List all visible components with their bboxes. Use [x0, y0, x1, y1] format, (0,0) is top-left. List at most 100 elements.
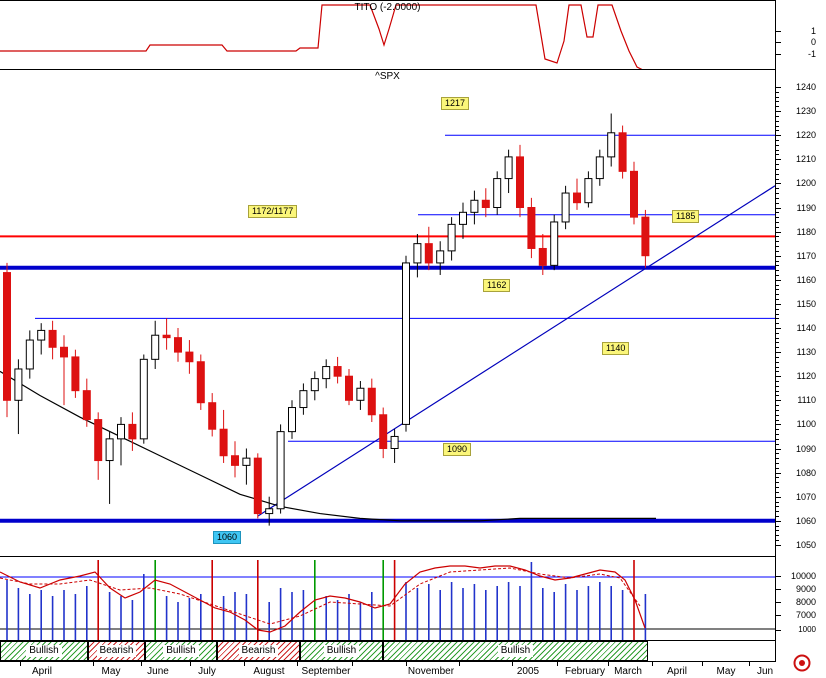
candle-body[interactable] — [253, 457, 262, 515]
candle-body[interactable] — [299, 390, 308, 409]
candle-body[interactable] — [470, 199, 479, 213]
indicator-plot[interactable] — [0, 1, 775, 69]
month-label: June — [147, 666, 169, 677]
candle-body[interactable] — [196, 361, 205, 404]
candle-body[interactable] — [550, 221, 559, 266]
candle-body[interactable] — [117, 423, 125, 440]
candle-body[interactable] — [162, 334, 171, 339]
price-tick — [776, 419, 779, 421]
candle-body[interactable] — [447, 223, 456, 252]
price-tick-label: 1110 — [797, 395, 816, 406]
price-tick — [776, 395, 779, 397]
candle-body[interactable] — [14, 368, 23, 401]
candle-body[interactable] — [641, 216, 650, 257]
ascending-trendline[interactable] — [257, 185, 775, 517]
candle-body[interactable] — [60, 346, 68, 358]
volume-ma-dashed-line[interactable] — [0, 567, 641, 625]
candle-body[interactable] — [516, 156, 524, 208]
price-tick-label: 1130 — [796, 347, 816, 358]
candle-body[interactable] — [618, 132, 627, 172]
price-tick — [776, 472, 781, 474]
moving-average-line[interactable] — [0, 370, 656, 522]
price-tick-label: 1070 — [795, 491, 816, 502]
price-tick — [776, 299, 779, 301]
x-axis-tick — [297, 662, 298, 666]
candle-body[interactable] — [310, 378, 319, 392]
price-tick — [776, 361, 779, 363]
candle-body[interactable] — [242, 457, 251, 466]
price-tick-label: 1140 — [796, 323, 816, 333]
candle-body[interactable] — [424, 243, 433, 264]
candle-body[interactable] — [356, 387, 365, 401]
price-tick-label: 1170 — [796, 250, 816, 261]
candle-body[interactable] — [561, 192, 570, 223]
price-tick — [776, 274, 779, 276]
price-tick — [776, 313, 779, 315]
candle-body[interactable] — [322, 366, 331, 380]
candle-body[interactable] — [459, 211, 467, 225]
price-tick — [776, 482, 779, 484]
month-label: April — [666, 666, 688, 677]
candle-body[interactable] — [595, 156, 604, 180]
candle-body[interactable] — [607, 132, 616, 158]
candle-body[interactable] — [105, 438, 114, 462]
month-label: Jun — [756, 666, 774, 677]
candle-body[interactable] — [151, 334, 160, 360]
candle-body[interactable] — [276, 431, 285, 510]
candle-body[interactable] — [345, 375, 353, 401]
month-label: May — [101, 666, 121, 677]
candle-body[interactable] — [265, 508, 274, 515]
price-tick — [776, 385, 779, 387]
candle-body[interactable] — [481, 199, 490, 209]
price-panel[interactable]: ^SPX — [0, 70, 775, 557]
candle-body[interactable] — [82, 390, 91, 421]
candle-body[interactable] — [185, 351, 194, 363]
candle-body[interactable] — [436, 250, 445, 264]
candle-body[interactable] — [390, 435, 399, 450]
price-tick-label: 1220 — [795, 130, 816, 141]
candle-body[interactable] — [71, 356, 80, 392]
month-label: 2005 — [516, 666, 540, 677]
indicator-title: TITO (-2.0000) — [354, 2, 421, 13]
indicator-panel[interactable]: TITO (-2.0000) — [0, 0, 775, 70]
price-tick — [776, 400, 781, 402]
candle-body[interactable] — [37, 329, 46, 341]
month-label: July — [198, 666, 216, 677]
candle-body[interactable] — [94, 419, 103, 462]
candle-body[interactable] — [219, 428, 228, 457]
candle-body[interactable] — [402, 262, 410, 425]
month-label: April — [31, 666, 53, 677]
volume-plot[interactable] — [0, 557, 775, 640]
candle-body[interactable] — [493, 178, 502, 209]
price-tick — [776, 448, 781, 450]
candle-body[interactable] — [333, 366, 342, 377]
volume-ma-line[interactable] — [0, 565, 646, 633]
candle-body[interactable] — [48, 329, 57, 348]
price-tick-label: 1230 — [795, 106, 816, 117]
candle-body[interactable] — [527, 207, 536, 249]
price-tick — [776, 308, 779, 310]
candle-body[interactable] — [231, 455, 239, 466]
candle-body[interactable] — [379, 414, 388, 450]
candle-body[interactable] — [538, 247, 547, 266]
candle-body[interactable] — [288, 407, 296, 433]
price-plot[interactable] — [0, 70, 775, 556]
x-axis-tick — [190, 662, 191, 666]
indicator-line[interactable] — [0, 4, 643, 69]
candle-body[interactable] — [367, 387, 376, 416]
price-tick — [776, 511, 779, 513]
price-tick — [776, 294, 779, 296]
candle-body[interactable] — [504, 156, 513, 180]
candle-body[interactable] — [174, 337, 182, 353]
candle-body[interactable] — [3, 272, 11, 401]
candle-body[interactable] — [25, 339, 34, 370]
candle-body[interactable] — [413, 243, 422, 264]
candle-body[interactable] — [208, 402, 217, 430]
candle-body[interactable] — [573, 192, 581, 204]
volume-panel[interactable] — [0, 557, 775, 641]
candle-body[interactable] — [139, 358, 148, 440]
candle-body[interactable] — [128, 423, 137, 440]
price-tick — [776, 178, 779, 180]
candle-body[interactable] — [584, 178, 593, 204]
candle-body[interactable] — [630, 170, 638, 218]
